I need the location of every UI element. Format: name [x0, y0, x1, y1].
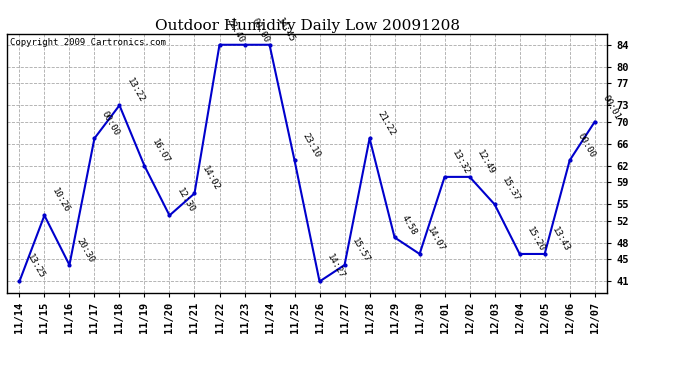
Text: 4:58: 4:58 — [400, 213, 419, 237]
Text: 15:37: 15:37 — [500, 176, 522, 204]
Text: 12:49: 12:49 — [475, 148, 496, 176]
Text: 15:20: 15:20 — [525, 225, 546, 253]
Text: 15:57: 15:57 — [350, 236, 371, 264]
Text: 10:26: 10:26 — [50, 187, 71, 214]
Text: 13:43: 13:43 — [550, 225, 571, 253]
Text: 14:02: 14:02 — [200, 165, 221, 193]
Text: 14:45: 14:45 — [275, 16, 296, 44]
Text: 00:00: 00:00 — [250, 16, 271, 44]
Text: 16:07: 16:07 — [150, 137, 171, 165]
Text: 00:00: 00:00 — [575, 132, 596, 160]
Text: 22:40: 22:40 — [225, 16, 246, 44]
Text: Copyright 2009 Cartronics.com: Copyright 2009 Cartronics.com — [10, 38, 166, 46]
Text: 14:27: 14:27 — [325, 253, 346, 281]
Text: 23:10: 23:10 — [300, 132, 322, 160]
Text: 13:32: 13:32 — [450, 148, 471, 176]
Text: 13:22: 13:22 — [125, 77, 146, 105]
Text: 20:30: 20:30 — [75, 236, 96, 264]
Text: 21:22: 21:22 — [375, 110, 396, 138]
Text: 00:00: 00:00 — [100, 110, 121, 138]
Text: 00:01: 00:01 — [600, 93, 622, 121]
Text: 13:25: 13:25 — [25, 253, 46, 281]
Title: Outdoor Humidity Daily Low 20091208: Outdoor Humidity Daily Low 20091208 — [155, 19, 460, 33]
Text: 14:07: 14:07 — [425, 225, 446, 253]
Text: 12:30: 12:30 — [175, 187, 196, 214]
